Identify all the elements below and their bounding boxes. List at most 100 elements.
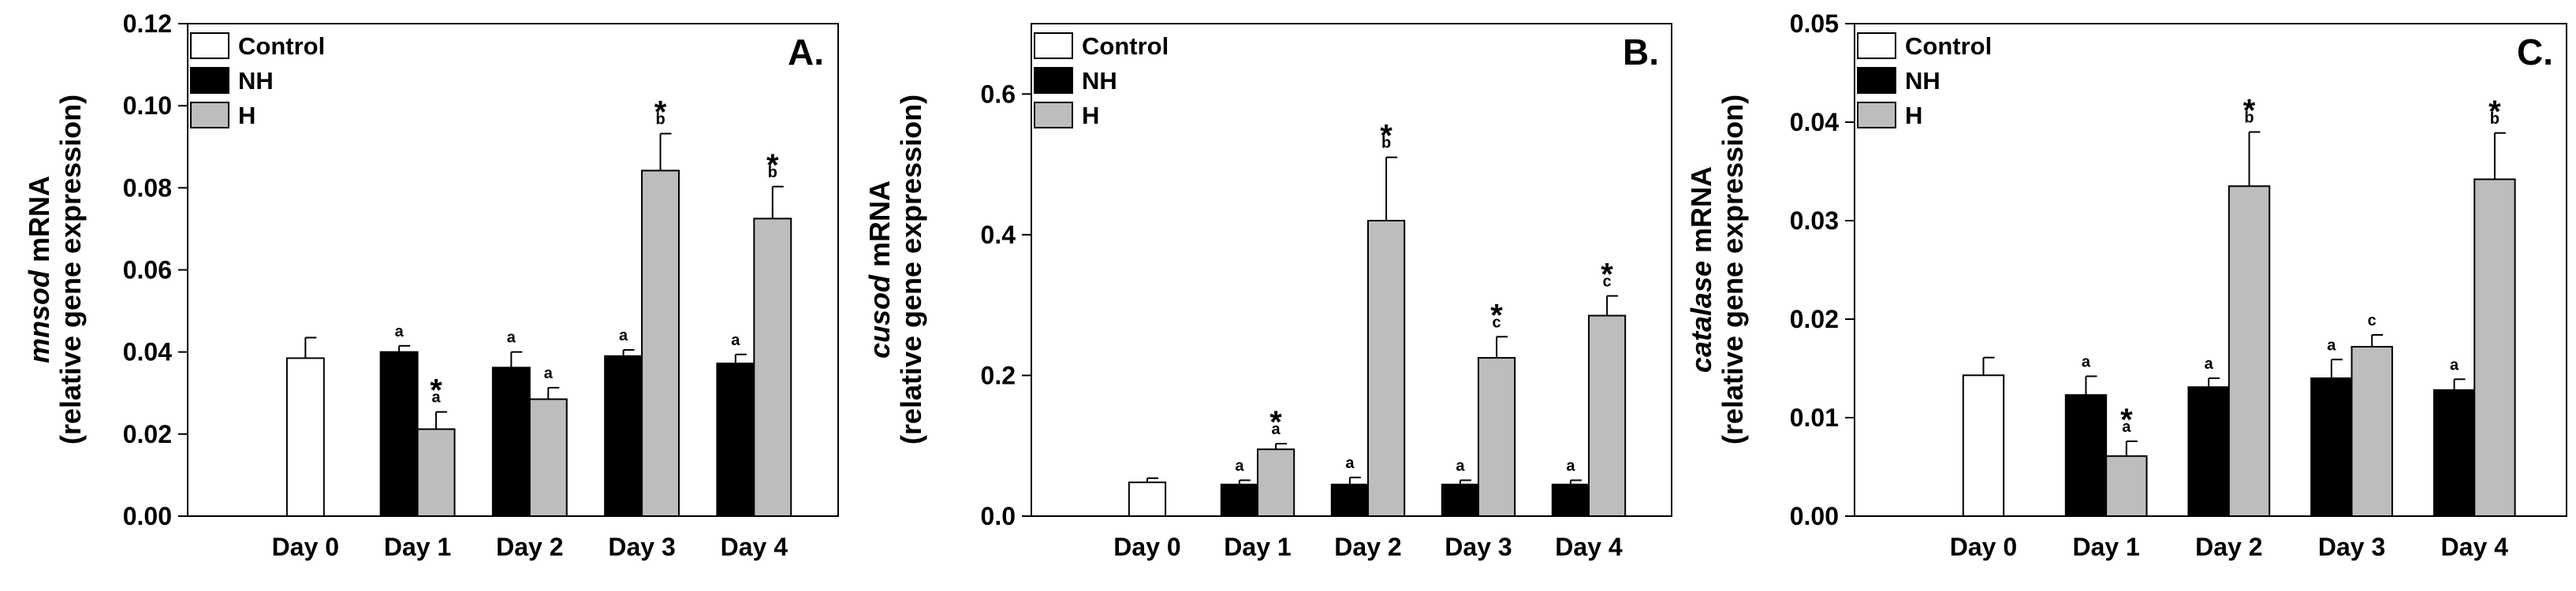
significance-asterisk: *	[1601, 258, 1613, 292]
significance-letter: a	[1566, 457, 1575, 474]
significance-letter: b	[768, 164, 777, 181]
significance-letter: a	[1345, 455, 1355, 472]
x-tick-label: Day 1	[1224, 533, 1291, 561]
significance-letter: a	[2082, 354, 2091, 371]
significance-letter: a	[619, 327, 628, 344]
significance-letter: a	[507, 329, 516, 347]
y-tick-label: 0.4	[981, 221, 1016, 249]
y-tick-label: 0.00	[123, 502, 172, 530]
significance-letter: a	[2327, 336, 2336, 354]
bar-h	[416, 428, 456, 517]
significance-letter: c	[1493, 314, 1501, 331]
bar-h	[2473, 178, 2516, 517]
bar-h	[2105, 455, 2148, 517]
x-tick-label: Day 2	[2195, 533, 2262, 561]
significance-asterisk: *	[766, 148, 779, 183]
y-axis-gene-name: mnsod	[23, 269, 55, 363]
significance-letter: a	[2122, 418, 2131, 436]
bar-nh	[604, 355, 643, 517]
y-axis-label: catalase mRNA	[1685, 166, 1717, 373]
significance-letter: c	[2368, 312, 2377, 329]
bar-nh	[1551, 483, 1590, 517]
significance-letter: b	[2244, 110, 2254, 127]
y-tick-label: 0.01	[1790, 403, 1839, 432]
y-tick-label: 0.0	[981, 502, 1016, 530]
x-tick-label: Day 0	[272, 533, 339, 561]
x-tick-label: Day 0	[1950, 533, 2017, 561]
x-tick-label: Day 4	[1555, 533, 1623, 561]
significance-letter: a	[544, 365, 554, 382]
chart-panel-2: 0.0 0.2 0.4 0.6 cusod mRNA (relative gene exp…	[863, 23, 1672, 561]
y-tick-label: 0.04	[123, 338, 172, 366]
y-axis-unit: mRNA	[1685, 166, 1717, 261]
bar-control	[1128, 481, 1167, 518]
bar-h	[1257, 448, 1295, 518]
legend-swatch-nh	[190, 67, 229, 94]
bar-nh	[1330, 483, 1370, 517]
panel-label: C.	[2517, 32, 2553, 72]
y-axis-label-line2: (relative gene expression)	[895, 95, 927, 444]
significance-letter: a	[2450, 356, 2459, 374]
panel-label: A.	[788, 32, 824, 72]
significance-asterisk: *	[2243, 94, 2256, 128]
y-axis-gene-name: catalase	[1685, 261, 1717, 373]
significance-letter: a	[1272, 421, 1281, 438]
y-tick-label: 0.00	[1790, 502, 1839, 530]
legend-swatch-control	[1857, 32, 1896, 59]
y-tick-label: 0.2	[981, 361, 1016, 389]
legend-swatch-h	[1034, 102, 1073, 128]
legend-entry: H	[1082, 102, 1099, 129]
bar-control	[285, 357, 325, 517]
significance-asterisk: *	[2120, 403, 2133, 437]
legend-entry: H	[1905, 102, 1922, 129]
chart-panel-3: 0.00 0.01 0.02 0.03 0.04 0.05 catalase mRNA (re…	[1685, 9, 2567, 561]
y-tick-label: 0.6	[981, 80, 1016, 108]
bar-h	[641, 169, 680, 517]
x-tick-label: Day 0	[1113, 533, 1180, 561]
bar-h	[2350, 346, 2393, 517]
legend-swatch-nh	[1034, 67, 1073, 94]
significance-asterisk: *	[1269, 405, 1282, 440]
bar-h	[753, 217, 792, 517]
significance-asterisk: *	[1380, 119, 1392, 154]
bar-nh	[379, 351, 419, 517]
y-axis-label: mnsod mRNA	[23, 176, 55, 363]
bar-nh	[491, 366, 531, 518]
x-tick-label: Day 4	[721, 533, 788, 561]
significance-letter: b	[1381, 135, 1391, 152]
legend-entry: NH	[238, 67, 274, 95]
x-tick-label: Day 1	[2072, 533, 2139, 561]
y-tick-label: 0.06	[123, 256, 172, 284]
y-tick-label: 0.04	[1790, 108, 1839, 136]
significance-asterisk: *	[654, 95, 667, 130]
bar-nh	[2432, 389, 2476, 517]
significance-letter: a	[1235, 457, 1244, 474]
y-axis-label: cusod mRNA	[863, 180, 896, 359]
y-axis-unit: mRNA	[863, 180, 896, 275]
bar-nh	[2310, 377, 2353, 517]
legend-entry: Control	[1905, 32, 1992, 60]
plot-frame	[1031, 23, 1672, 517]
y-tick-label: 0.08	[123, 173, 172, 202]
x-tick-label: Day 2	[496, 533, 563, 561]
significance-letter: a	[731, 332, 740, 349]
significance-letter: a	[1456, 457, 1465, 474]
y-tick-label: 0.03	[1790, 206, 1839, 235]
x-tick-label: Day 4	[2441, 533, 2509, 561]
bar-h	[2227, 185, 2271, 517]
legend-swatch-control	[190, 32, 229, 59]
legend-swatch-control	[1034, 32, 1073, 59]
bar-h	[528, 398, 568, 517]
significance-letter: a	[432, 389, 442, 407]
y-axis-unit: mRNA	[23, 176, 55, 270]
y-tick-label: 0.02	[123, 420, 172, 448]
legend-entry: NH	[1082, 67, 1117, 95]
significance-asterisk: *	[430, 374, 442, 408]
legend-swatch-nh	[1857, 67, 1896, 94]
legend-swatch-h	[1857, 102, 1896, 128]
bar-h	[1588, 314, 1627, 517]
significance-letter: c	[1603, 273, 1612, 291]
significance-asterisk: *	[1490, 298, 1503, 333]
significance-asterisk: *	[2488, 95, 2501, 129]
